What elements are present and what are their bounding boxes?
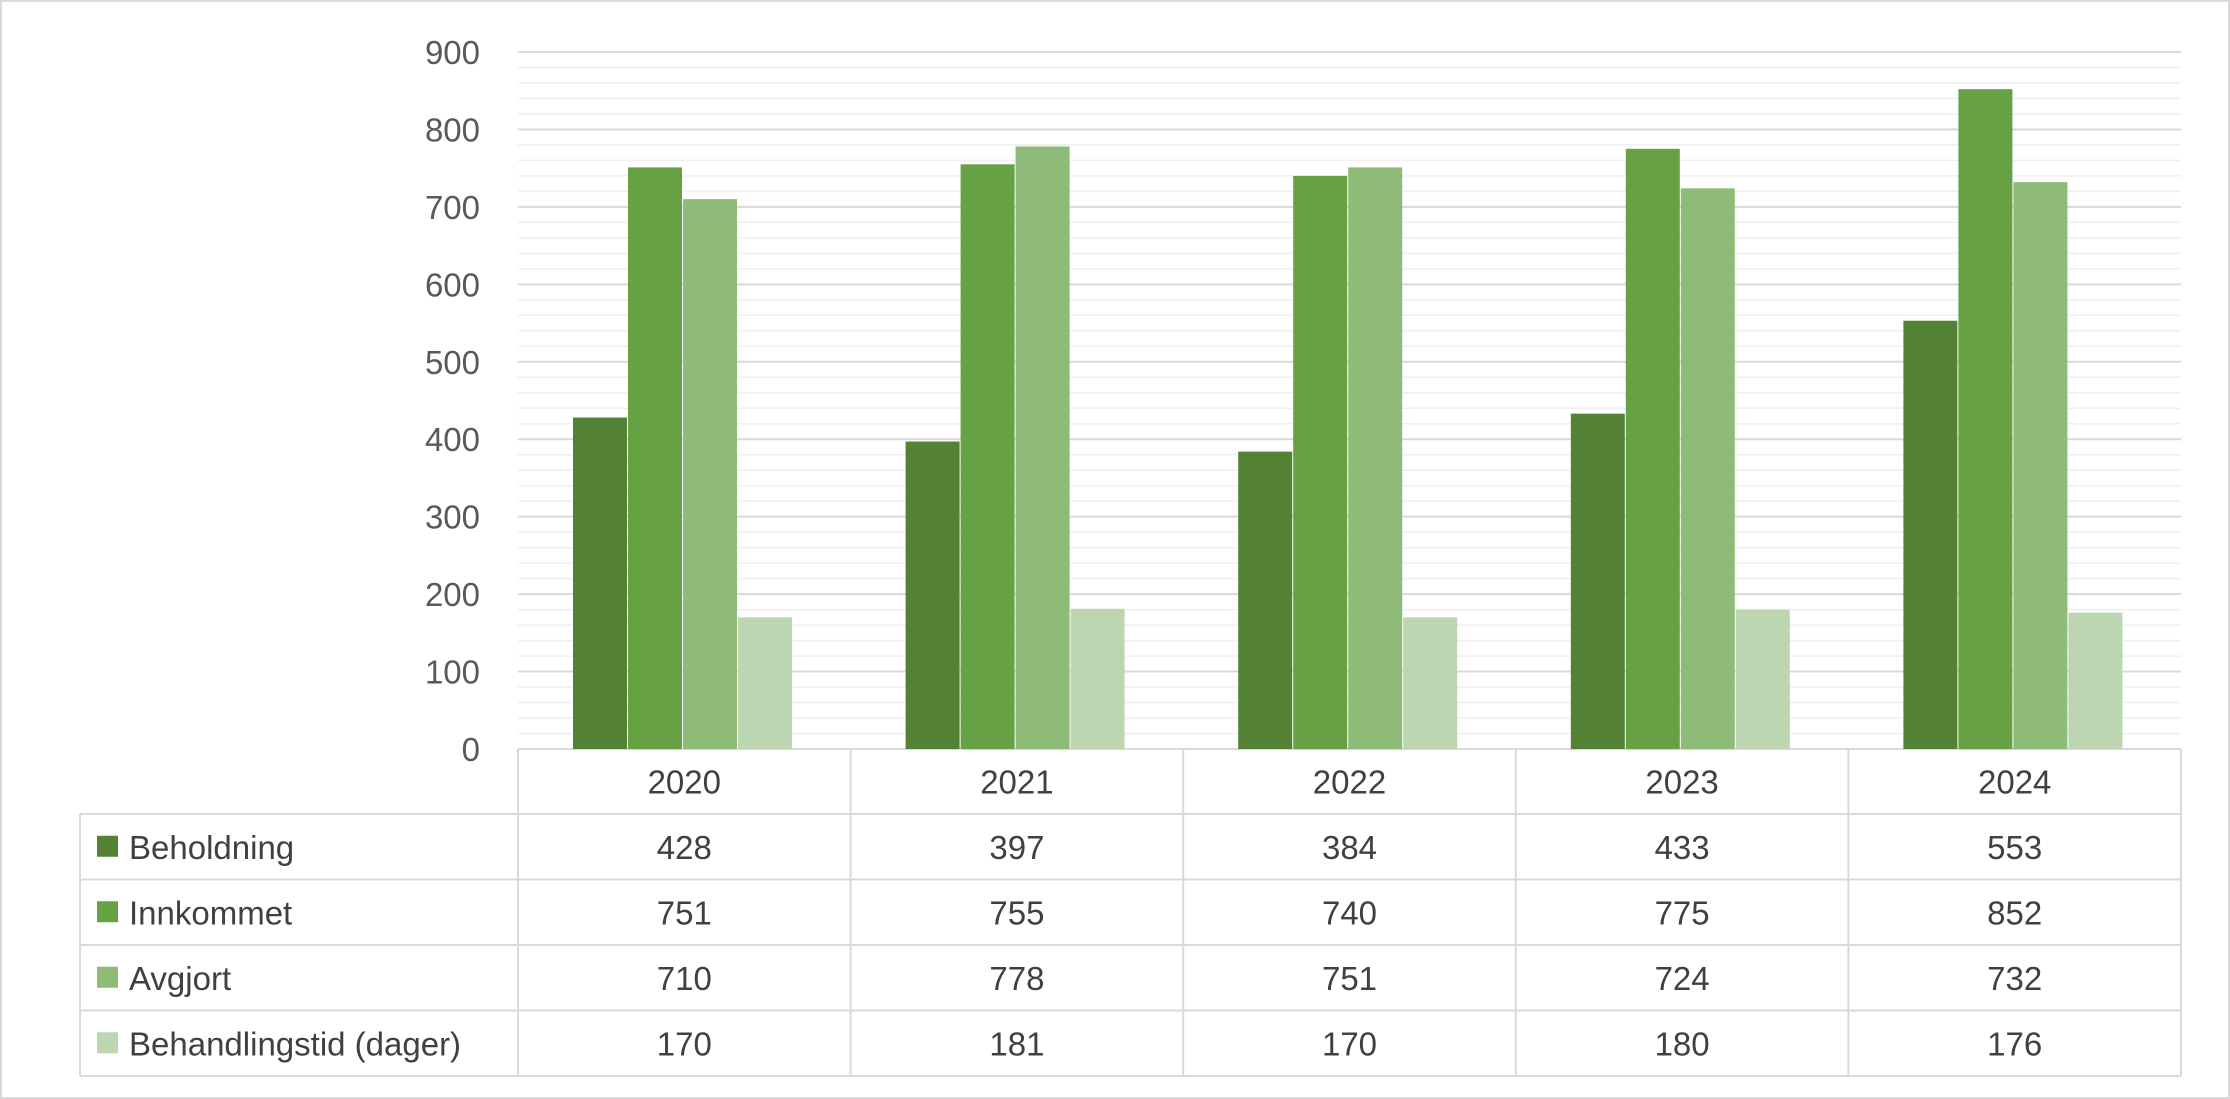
legend-swatch bbox=[97, 901, 118, 923]
y-tick-label: 900 bbox=[425, 34, 480, 71]
legend-label: Behandlingstid (dager) bbox=[129, 1025, 461, 1062]
table-cell-value: 775 bbox=[1655, 894, 1710, 931]
y-tick-label: 400 bbox=[425, 421, 480, 458]
y-axis: 0 100 200 300 400 500 600 700 800 900 bbox=[425, 34, 480, 768]
y-tick-label: 300 bbox=[425, 499, 480, 536]
legend-swatch bbox=[97, 1032, 118, 1054]
x-tick-label: 2022 bbox=[1313, 764, 1386, 801]
legend-label: Innkommet bbox=[129, 894, 292, 931]
legend-swatch bbox=[97, 835, 118, 857]
table-cell-value: 755 bbox=[989, 894, 1044, 931]
bar-beholdning-2022 bbox=[1238, 451, 1293, 749]
x-tick-label: 2024 bbox=[1978, 764, 2051, 801]
y-tick-label: 800 bbox=[425, 111, 480, 148]
bar-innkommet-2020 bbox=[628, 167, 682, 750]
bar-innkommet-2023 bbox=[1625, 148, 1680, 750]
bar-beholdning-2024 bbox=[1903, 320, 1958, 749]
y-tick-label: 700 bbox=[425, 189, 480, 226]
table-cell-value: 384 bbox=[1322, 829, 1377, 866]
y-tick-label: 500 bbox=[425, 344, 480, 381]
table-cell-value: 181 bbox=[989, 1025, 1044, 1062]
bar-beholdning-2020 bbox=[573, 417, 627, 749]
table-cell-value: 751 bbox=[657, 894, 712, 931]
legend-swatch bbox=[97, 966, 118, 988]
table-cell-value: 170 bbox=[657, 1025, 712, 1062]
bar-behandlingstid-dager--2020 bbox=[738, 617, 792, 749]
y-tick-label: 600 bbox=[425, 266, 480, 303]
bar-beholdning-2021 bbox=[905, 441, 960, 749]
data-table: 2020 2021 2022 2023 2024 Beholdning 428 397 384 4… bbox=[79, 749, 2182, 1077]
table-cell-value: 397 bbox=[989, 829, 1044, 866]
y-tick-label: 200 bbox=[425, 576, 480, 613]
table-cell-value: 740 bbox=[1322, 894, 1377, 931]
bar-avgjort-2024 bbox=[2013, 182, 2068, 749]
bar-avgjort-2020 bbox=[683, 199, 737, 750]
bar-avgjort-2022 bbox=[1348, 167, 1403, 750]
bar-innkommet-2021 bbox=[960, 164, 1015, 750]
x-tick-label: 2021 bbox=[980, 764, 1053, 801]
table-cell-value: 732 bbox=[1987, 960, 2042, 997]
table-cell-value: 170 bbox=[1322, 1025, 1377, 1062]
table-cell-value: 751 bbox=[1322, 960, 1377, 997]
table-cell-value: 180 bbox=[1655, 1025, 1710, 1062]
bar-behandlingstid-dager--2022 bbox=[1403, 617, 1458, 749]
y-tick-label: 100 bbox=[425, 654, 480, 691]
bar-behandlingstid-dager--2024 bbox=[2068, 612, 2123, 749]
table-cell-value: 724 bbox=[1655, 960, 1710, 997]
legend-label: Avgjort bbox=[129, 960, 231, 997]
table-cell-value: 428 bbox=[657, 829, 712, 866]
legend-label: Beholdning bbox=[129, 829, 294, 866]
bars bbox=[573, 89, 2123, 750]
table-cell-value: 433 bbox=[1655, 829, 1710, 866]
table-cell-value: 852 bbox=[1987, 894, 2042, 931]
table-cell-value: 553 bbox=[1987, 829, 2042, 866]
bar-beholdning-2023 bbox=[1570, 413, 1625, 749]
bar-innkommet-2024 bbox=[1958, 89, 2013, 749]
bar-behandlingstid-dager--2021 bbox=[1070, 608, 1125, 749]
bar-avgjort-2023 bbox=[1680, 188, 1735, 749]
bar-behandlingstid-dager--2023 bbox=[1735, 609, 1790, 749]
bar-avgjort-2021 bbox=[1015, 146, 1070, 749]
y-tick-label: 0 bbox=[462, 731, 480, 768]
x-tick-label: 2020 bbox=[648, 764, 721, 801]
table-cell-value: 710 bbox=[657, 960, 712, 997]
table-cell-value: 176 bbox=[1987, 1025, 2042, 1062]
table-cell-value: 778 bbox=[989, 960, 1044, 997]
bar-innkommet-2022 bbox=[1293, 175, 1348, 749]
x-tick-label: 2023 bbox=[1645, 764, 1718, 801]
